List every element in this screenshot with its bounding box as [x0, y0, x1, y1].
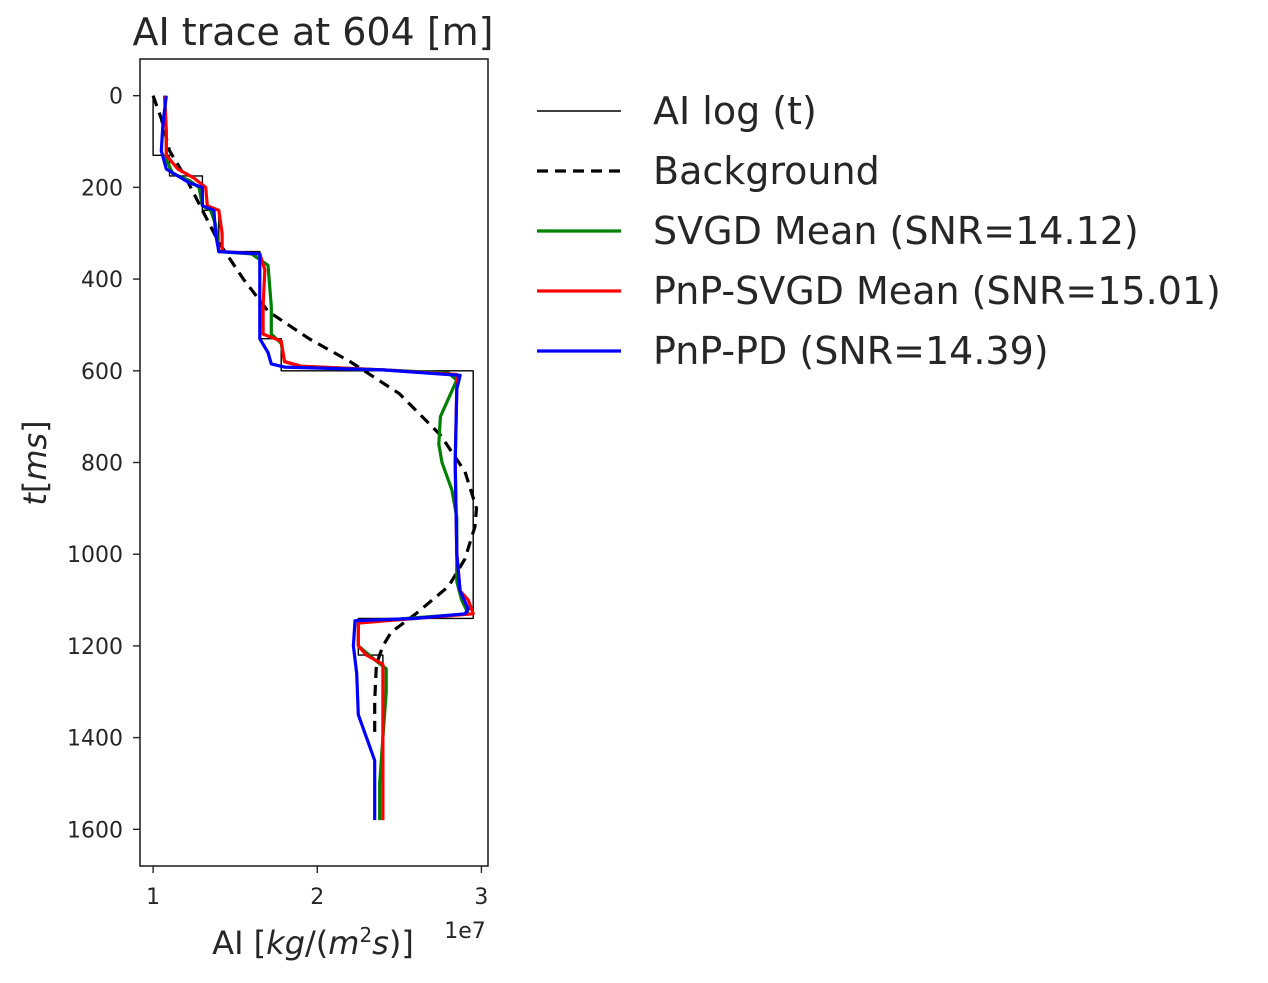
series-line-svgd-mean-snr-14-12: [163, 95, 470, 821]
y-axis-label: t[ms]: [16, 420, 54, 505]
x-tick-label: 2: [310, 885, 324, 910]
y-tick-label: 600: [81, 360, 123, 385]
x-tick-label: 1: [146, 885, 160, 910]
y-tick-label: 1000: [67, 543, 123, 568]
chart-title: AI trace at 604 [m]: [133, 10, 494, 54]
y-tick-label: 1600: [67, 818, 123, 843]
x-axis-ticks: 1 2 3: [146, 866, 488, 910]
legend-label-svgd-mean-snr-14-12: SVGD Mean (SNR=14.12): [653, 209, 1139, 253]
y-tick-label: 1200: [67, 635, 123, 660]
series-line-pnp-svgd-mean-snr-15-01: [163, 95, 475, 821]
y-tick-label: 400: [81, 268, 123, 293]
y-tick-label: 1400: [67, 727, 123, 752]
series-line-pnp-pd-snr-14-39: [159, 95, 470, 821]
x-tick-label: 3: [474, 885, 488, 910]
y-tick-label: 0: [109, 85, 123, 110]
y-tick-label: 200: [81, 176, 123, 201]
legend: AI log (t) Background SVGD Mean (SNR=14.12…: [537, 89, 1221, 373]
plot-marks: [151, 95, 479, 821]
plot-frame: [139, 58, 489, 867]
x-axis-label: AI [kg/(m2s)]: [212, 923, 414, 962]
legend-label-pnp-svgd-mean-snr-15-01: PnP-SVGD Mean (SNR=15.01): [653, 269, 1221, 313]
legend-label-ai-log-t: AI log (t): [653, 89, 817, 133]
legend-label-background: Background: [653, 149, 880, 193]
y-axis-ticks: 0 200 400 600 800 1000 1200 1400 1600: [67, 85, 140, 843]
y-tick-label: 800: [81, 452, 123, 477]
x-offset-label: 1e7: [444, 919, 486, 944]
legend-label-pnp-pd-snr-14-39: PnP-PD (SNR=14.39): [653, 329, 1049, 373]
